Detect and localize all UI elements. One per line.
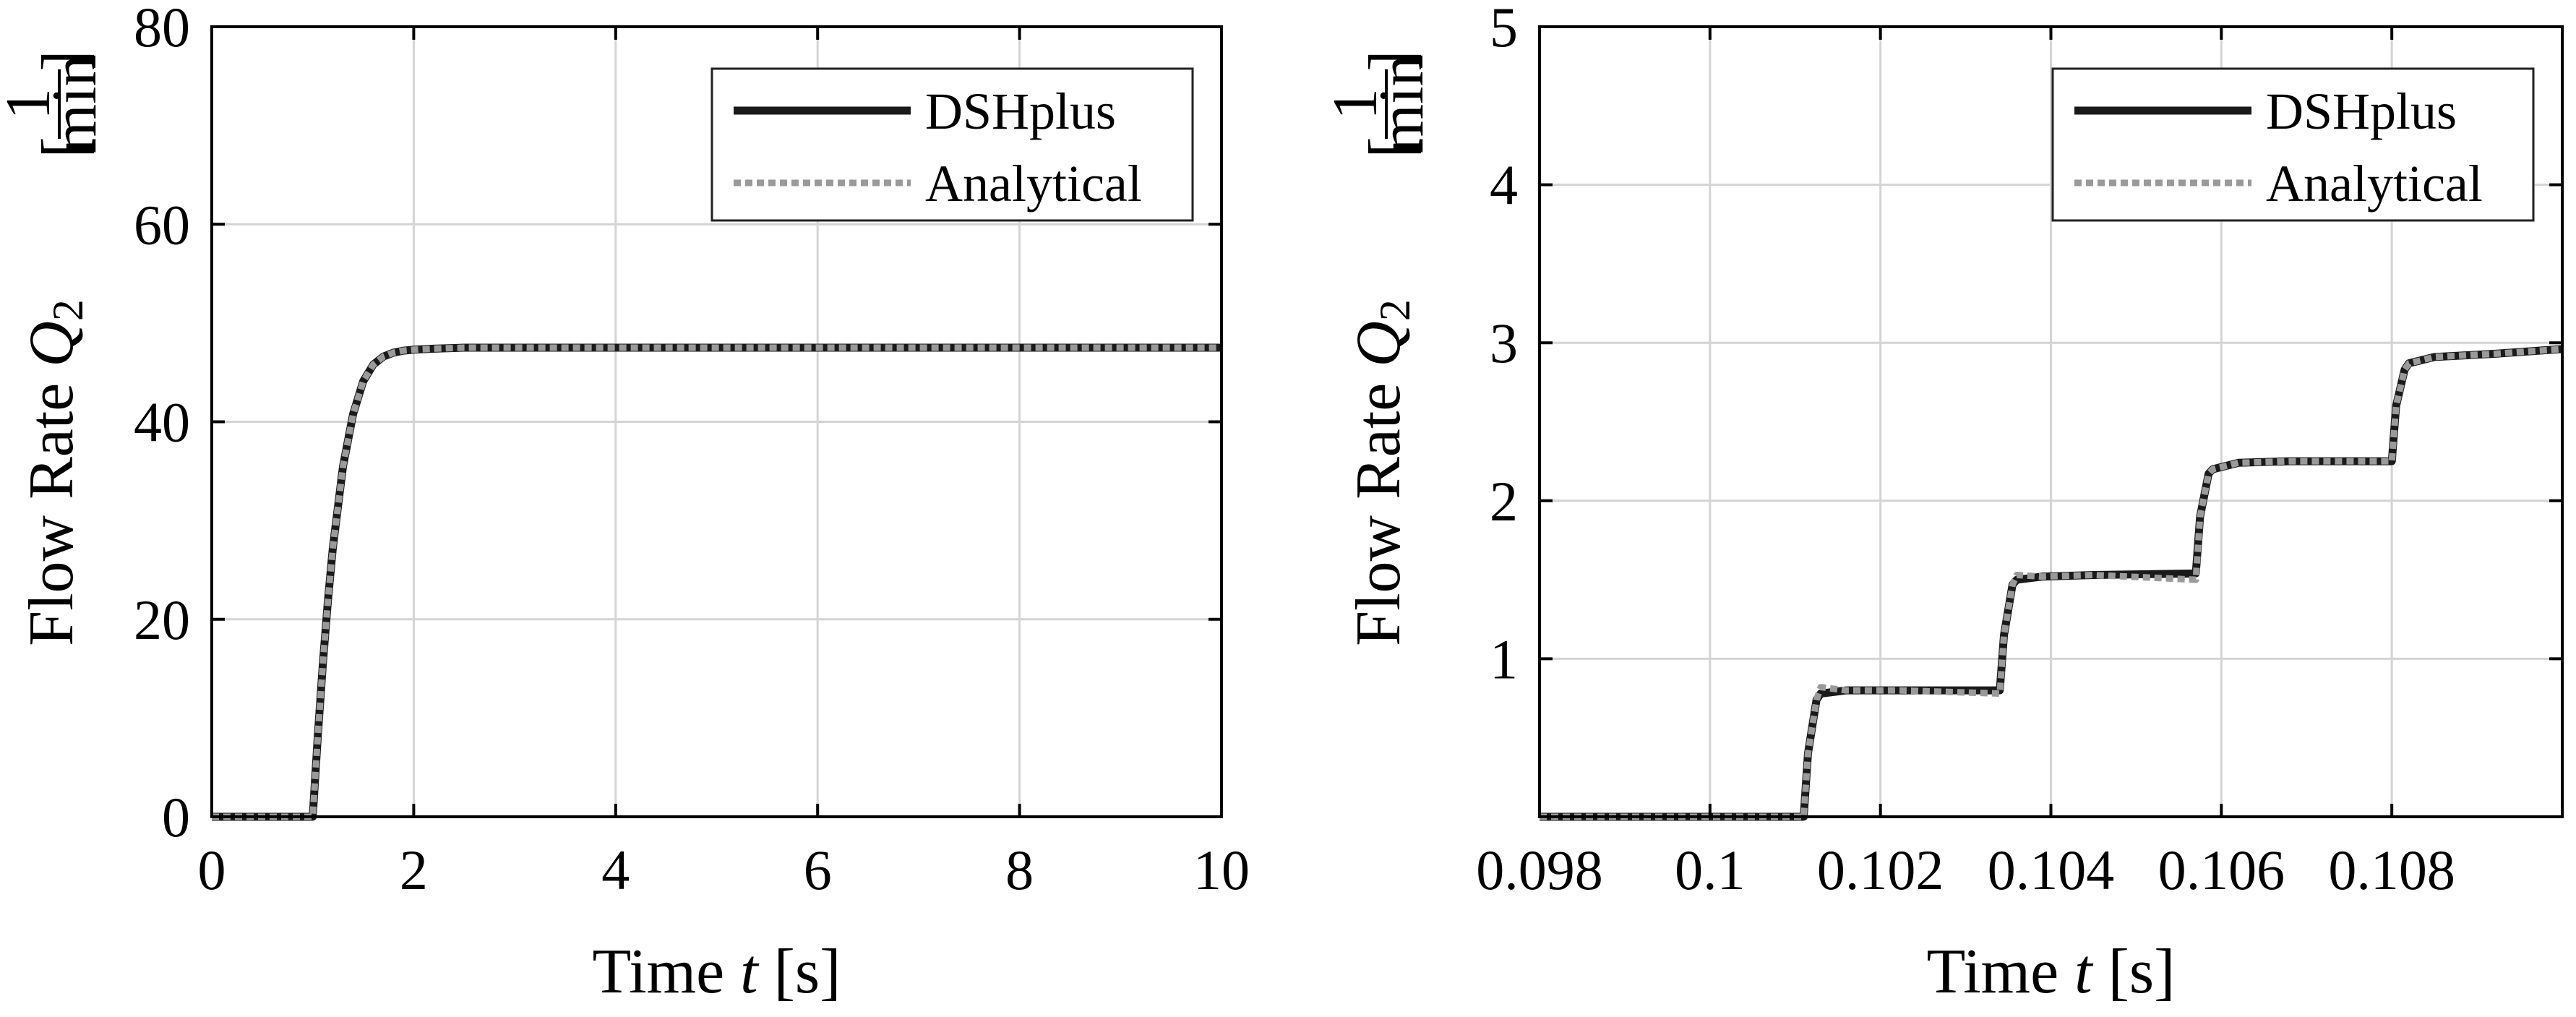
y-tick-label: 80	[134, 0, 190, 59]
x-tick-label: 0.104	[1988, 838, 2115, 901]
x-axis-label-text: Time	[1927, 937, 2075, 1007]
ticks-right: 0.098 0.1 0.102 0.104 0.106 0.108 1 2 3 4 5	[1476, 0, 2562, 901]
series-dshplus-left	[212, 343, 1222, 821]
x-tick-label: 0.1	[1675, 838, 1746, 901]
legend-right: DSHplus Analytical	[2051, 67, 2535, 222]
y-axis-label-text: Flow Rate Q2	[17, 299, 92, 646]
x-axis-label-text: Time	[593, 937, 741, 1007]
y-unit-bracket-open: [	[30, 137, 100, 158]
y-tick-label: 4	[1490, 154, 1518, 217]
y-tick-label: 5	[1490, 0, 1518, 59]
x-tick-label: 2	[400, 838, 428, 901]
legend-label-analytical: Analytical	[2266, 155, 2483, 213]
x-tick-label: 0.108	[2328, 838, 2455, 901]
x-axis-variable: t	[2074, 937, 2094, 1007]
y-unit-bracket-close: ]	[30, 50, 100, 71]
x-tick-label: 0	[198, 838, 226, 901]
y-unit-denominator: min	[40, 55, 110, 154]
ticks-left: 0 2 4 6 8 10 0 20 40 60 80	[134, 0, 1250, 901]
y-tick-label: 1	[1490, 627, 1518, 690]
x-tick-label: 0.098	[1476, 838, 1603, 901]
chart-left: 0 2 4 6 8 10 0 20 40 60 80 DSHplus Analytical Time …	[0, 0, 1250, 1007]
x-tick-label: 4	[601, 838, 630, 901]
series-analytical-left	[212, 344, 1222, 820]
x-axis-label: Time t [s]	[593, 937, 841, 1007]
y-tick-label: 0	[162, 786, 190, 849]
y-tick-label: 2	[1490, 470, 1518, 533]
y-tick-label: 40	[134, 391, 190, 454]
y-tick-label: 20	[134, 588, 190, 651]
x-axis-label: Time t [s]	[1927, 937, 2176, 1007]
y-unit-numerator: 1	[1321, 88, 1391, 120]
series-left	[212, 343, 1222, 821]
x-tick-label: 6	[804, 838, 832, 901]
legend-label-dshplus: DSHplus	[925, 82, 1116, 140]
legend-box	[2051, 67, 2535, 222]
x-axis-unit: [s]	[758, 937, 841, 1007]
x-axis-unit: [s]	[2092, 937, 2176, 1007]
y-tick-label: 3	[1490, 312, 1518, 374]
series-right	[1540, 345, 2563, 821]
y-axis-label-text: Flow Rate Q2	[1344, 299, 1419, 646]
x-axis-variable: t	[740, 937, 760, 1007]
y-axis-subscript: 2	[44, 299, 92, 321]
legend-label-dshplus: DSHplus	[2266, 82, 2457, 140]
y-axis-variable: Q	[17, 321, 87, 367]
y-axis-subscript: 2	[1371, 299, 1419, 321]
series-analytical-right	[1540, 346, 2563, 820]
y-axis-label-prefix: Flow Rate	[17, 367, 87, 646]
y-tick-label: 60	[134, 193, 190, 256]
y-axis-label-prefix: Flow Rate	[1344, 367, 1414, 646]
y-unit-numerator: 1	[0, 88, 64, 120]
y-unit-bracket-open: [	[1357, 137, 1427, 158]
x-tick-label: 10	[1193, 838, 1250, 901]
legend-label-analytical: Analytical	[925, 155, 1142, 213]
legend-left: DSHplus Analytical	[710, 67, 1194, 222]
x-tick-label: 0.102	[1817, 838, 1944, 901]
y-unit-denominator: min	[1367, 55, 1437, 154]
chart-right: 0.098 0.1 0.102 0.104 0.106 0.108 1 2 3 4 5 DSHplu…	[1321, 0, 2564, 1007]
x-tick-label: 0.106	[2158, 838, 2285, 901]
y-unit-bracket-close: ]	[1357, 50, 1427, 71]
legend-box	[710, 67, 1194, 222]
y-axis-variable: Q	[1344, 321, 1414, 367]
x-tick-label: 8	[1005, 838, 1034, 901]
